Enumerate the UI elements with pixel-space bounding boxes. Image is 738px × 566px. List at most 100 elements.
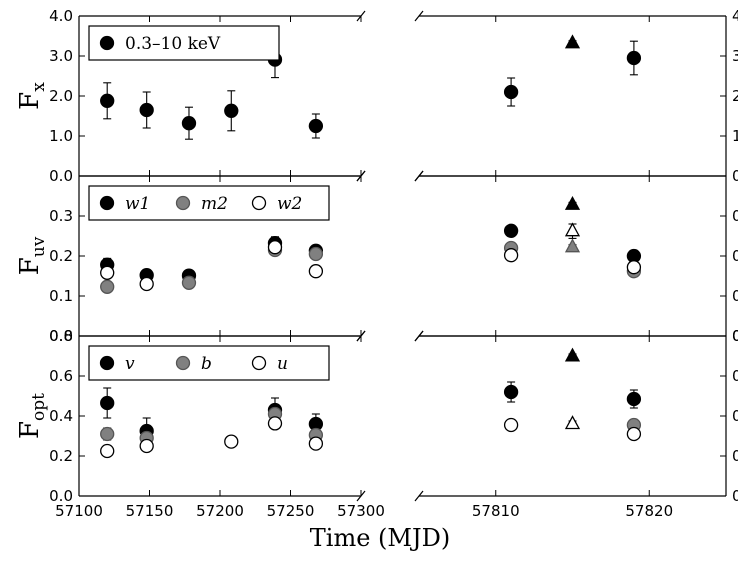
y-tick-label: 0.0	[49, 327, 73, 345]
y-tick-label: 0.3	[49, 207, 73, 225]
y-tick-label: 0.0	[732, 327, 738, 345]
data-point	[503, 384, 519, 400]
data-point	[224, 434, 239, 449]
panels: 0.0 0.0 1.0 1.0 2.0 2.0 3.0 3.0 4.0 4.0 Fx 0.3–10 k…	[15, 7, 738, 520]
series-u	[100, 416, 642, 459]
series-v	[100, 381, 642, 445]
data-point	[267, 416, 283, 431]
x-tick-label: 57100	[55, 502, 103, 520]
data-point	[181, 116, 197, 131]
data-point	[626, 391, 642, 407]
y-tick-label: 0.6	[49, 367, 73, 385]
data-point	[139, 102, 154, 118]
data-point	[175, 355, 191, 371]
panel-1: 0.0 0.0 1.0 1.0 2.0 2.0 3.0 3.0 4.0 4.0 Fx 0.3–10 k…	[15, 7, 738, 185]
y-axis-label: Fx	[15, 82, 49, 110]
legend-box	[88, 345, 330, 381]
data-point-triangle	[564, 34, 581, 49]
data-point	[100, 279, 115, 294]
data-point-triangle	[564, 238, 581, 253]
series-black-triangle	[564, 347, 581, 362]
series-0.3–10 keV	[100, 40, 642, 140]
data-point	[175, 195, 191, 211]
y-tick-label: 0.3	[732, 207, 738, 225]
legend-box	[88, 25, 280, 61]
y-tick-label: 0.2	[49, 447, 73, 465]
axis-break-mark	[414, 330, 424, 342]
data-point	[99, 35, 115, 51]
data-point	[99, 355, 115, 371]
y-tick-label: 0.8	[49, 327, 73, 345]
data-point	[308, 246, 324, 262]
axis-break-mark	[414, 490, 424, 502]
data-point	[626, 50, 642, 66]
legend-label: 0.3–10 keV	[125, 34, 221, 54]
data-point	[139, 276, 154, 292]
y-tick-label: 3.0	[49, 47, 73, 65]
legend-label: w1	[125, 194, 150, 214]
panel-3: 0.0 0.0 0.2 0.2 0.4 0.4 0.6 0.6 0.8 0.8 57100 57150…	[15, 327, 738, 520]
data-point	[100, 265, 115, 280]
data-point	[503, 248, 519, 263]
y-tick-label: 3.0	[732, 47, 738, 65]
data-point-triangle	[564, 347, 581, 362]
x-tick-label: 57150	[126, 502, 174, 520]
legend-label: w2	[277, 194, 302, 214]
y-tick-label: 0.4	[49, 407, 73, 425]
x-tick-label: 57810	[472, 502, 520, 520]
data-point	[251, 355, 267, 371]
y-tick-label: 4.0	[732, 7, 738, 25]
y-tick-label: 2.0	[732, 87, 738, 105]
series-m2	[100, 240, 642, 294]
data-point	[626, 260, 642, 275]
data-point	[308, 118, 324, 134]
y-axis-label: Fopt	[15, 393, 49, 439]
y-tick-label: 0.0	[49, 167, 73, 185]
y-tick-label: 0.6	[732, 367, 738, 385]
legend-label: m2	[201, 194, 228, 214]
x-axis-label: Time (MJD)	[310, 524, 450, 552]
data-point-triangle	[564, 222, 581, 237]
y-tick-label: 0.2	[732, 247, 738, 265]
series-open-triangle	[564, 415, 581, 430]
y-axis-label: Fuv	[15, 236, 49, 275]
y-tick-label: 0.1	[49, 287, 73, 305]
data-point	[267, 240, 283, 255]
data-point	[100, 93, 115, 108]
series-black-triangle	[564, 195, 581, 210]
y-tick-label: 0.8	[732, 327, 738, 345]
y-tick-label: 0.0	[49, 487, 73, 505]
y-tick-label: 0.0	[732, 487, 738, 505]
series-w2	[100, 240, 642, 292]
data-point-triangle	[564, 415, 581, 430]
data-point	[100, 395, 115, 411]
data-point	[100, 443, 115, 459]
axis-break-mark	[414, 10, 424, 22]
data-point	[308, 436, 324, 451]
legend-label: b	[201, 354, 212, 374]
series-black-triangle	[564, 34, 581, 49]
y-tick-label: 4.0	[49, 7, 73, 25]
data-point	[503, 84, 519, 100]
y-tick-label: 0.4	[732, 407, 738, 425]
y-tick-label: 1.0	[49, 127, 73, 145]
series-b	[100, 406, 642, 446]
data-point	[251, 195, 267, 211]
y-tick-label: 0.2	[49, 247, 73, 265]
legend-label: u	[277, 354, 288, 374]
data-point-triangle	[564, 195, 581, 210]
data-point	[100, 426, 115, 442]
x-tick-label: 57820	[625, 502, 673, 520]
data-point	[181, 275, 197, 290]
legend: w1 m2 w2	[88, 185, 330, 221]
y-tick-label: 0.1	[732, 287, 738, 305]
data-point	[503, 223, 519, 238]
data-point	[224, 103, 239, 118]
y-tick-label: 1.0	[732, 127, 738, 145]
y-tick-label: 0.0	[732, 167, 738, 185]
panel-2: 0.00.00.10.10.20.20.30.3Fuvw1m2w2	[15, 170, 738, 345]
x-tick-label: 57300	[337, 502, 385, 520]
axis-break-mark	[414, 170, 424, 182]
